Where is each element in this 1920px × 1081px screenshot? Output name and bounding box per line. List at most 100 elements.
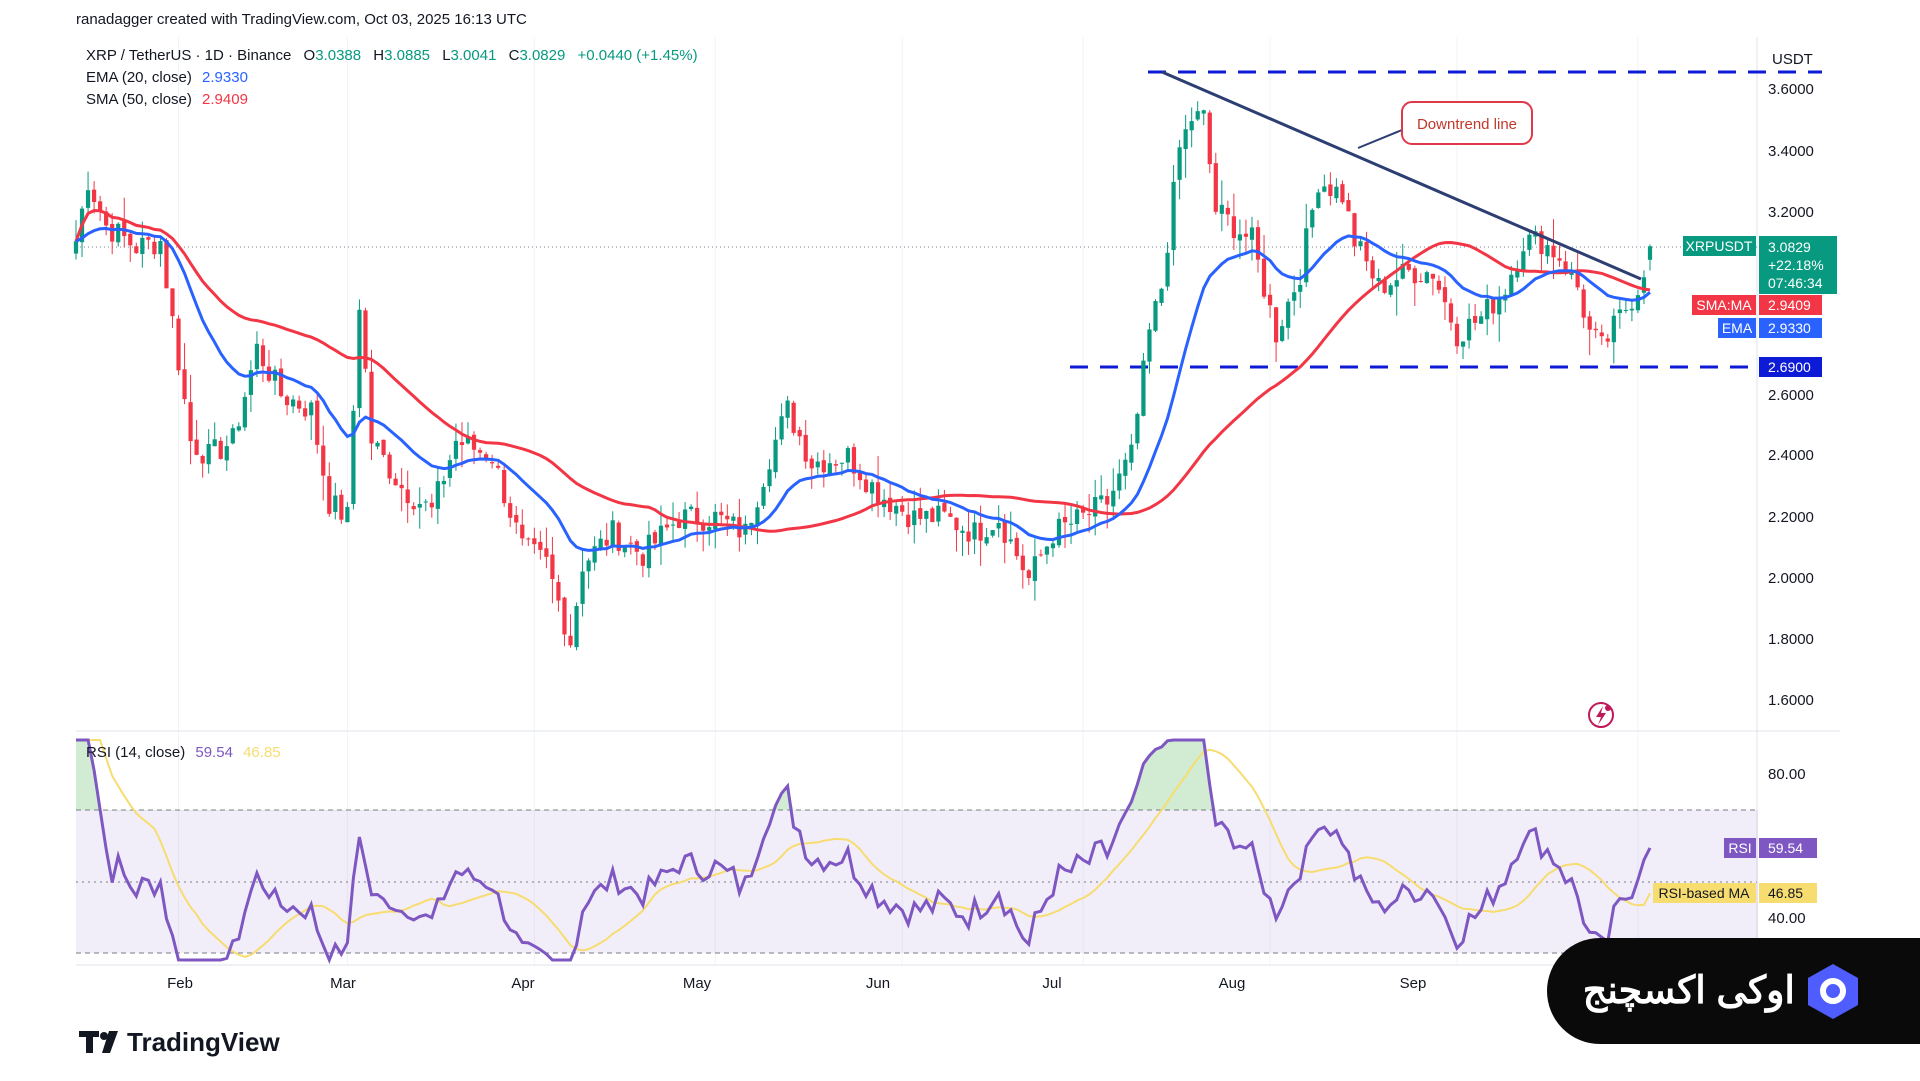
candle-body <box>954 517 959 531</box>
rsi-badge-bg <box>1759 838 1817 858</box>
candle-body <box>254 343 260 370</box>
candle-body <box>1400 263 1405 279</box>
candle-body <box>152 241 157 255</box>
month-label: Apr <box>511 975 534 992</box>
candle-body <box>1111 490 1116 507</box>
candle-body <box>399 484 404 489</box>
candle-body <box>912 510 917 526</box>
candle-body <box>803 434 808 462</box>
legend-open: 3.0388 <box>315 47 361 64</box>
alert-icon[interactable] <box>1588 702 1614 728</box>
svg-text:XRP / TetherUS · 1D · Binance: XRP / TetherUS · 1D · Binance O3.0388 H3… <box>86 47 698 64</box>
candle-body <box>1466 318 1472 341</box>
candle-body <box>1328 184 1333 196</box>
sma-badge: SMA:MA 2.9409 <box>1692 295 1822 315</box>
candle-body <box>1292 292 1297 301</box>
candle-body <box>1159 288 1164 303</box>
candle-body <box>224 446 229 461</box>
time-axis: Feb Mar Apr May Jun Jul Aug Sep <box>167 975 1426 992</box>
candle-body <box>260 345 266 367</box>
badge-price-name: XRPUSDT <box>1686 238 1753 254</box>
candle-body <box>556 582 561 601</box>
candle-body <box>695 507 700 525</box>
svg-text:SMA (50, close) 2.9409: SMA (50, close) 2.9409 <box>86 91 248 108</box>
candle-body <box>1358 241 1363 247</box>
candle-body <box>381 439 386 455</box>
candle-body <box>1219 204 1224 214</box>
candle-body <box>170 288 175 317</box>
rsi-ma-badge-name: RSI-based MA <box>1658 885 1750 901</box>
candle-body <box>1129 444 1134 463</box>
candle-body <box>1099 495 1104 500</box>
candle-body <box>598 538 603 550</box>
candle-body <box>278 368 284 397</box>
candle-body <box>857 470 863 481</box>
candle-body <box>574 606 579 648</box>
candle-body <box>1032 556 1037 581</box>
candle-body <box>1376 277 1381 282</box>
candle-body <box>321 445 326 476</box>
candle-body <box>1286 301 1291 328</box>
candle-body <box>1412 268 1417 284</box>
candle-body <box>797 430 802 437</box>
annotation-box <box>1401 101 1533 145</box>
legend-close: 3.0829 <box>519 47 565 64</box>
candle-body <box>1539 231 1544 255</box>
candle-body <box>290 399 296 407</box>
price-ticks: 3.6000 3.4000 3.2000 2.6000 2.4000 2.200… <box>1768 81 1814 709</box>
candle-body <box>869 482 875 494</box>
candle-body <box>1147 329 1152 362</box>
candle-body <box>1261 258 1267 297</box>
candle-body <box>1081 507 1086 513</box>
brand-logo-icon <box>1808 964 1858 1019</box>
candle-body <box>242 396 247 428</box>
candle-body <box>646 534 652 569</box>
candle-body <box>303 408 308 417</box>
month-label: Mar <box>330 975 356 992</box>
candle-body <box>1249 227 1255 240</box>
candle-body <box>1442 287 1448 303</box>
candle-body <box>586 560 591 572</box>
month-label: Sep <box>1400 975 1427 992</box>
downtrend-line <box>1161 70 1642 281</box>
candle-body <box>701 522 706 531</box>
rsi-pane: RSI (14, close) 59.54 46.85 80.00 40.00 … <box>76 738 1817 965</box>
brand-text: اوکی اکسچنج <box>1583 970 1795 1013</box>
candle-body <box>411 506 416 510</box>
rsi-tick: 80.00 <box>1768 766 1806 783</box>
candle-body <box>182 369 187 400</box>
candle-body <box>1298 284 1303 292</box>
candle-body <box>1165 252 1170 287</box>
price-pane <box>76 37 1758 731</box>
price-tick: 3.2000 <box>1768 204 1814 221</box>
month-label: Aug <box>1219 975 1246 992</box>
rsi-ma-badge-name-bg <box>1653 883 1756 903</box>
candle-body <box>1563 261 1568 275</box>
candle-body <box>930 508 935 523</box>
legend-c-label: C <box>509 47 520 64</box>
tv-logo-icon <box>79 1031 99 1053</box>
candle-body <box>284 396 290 406</box>
candle-body <box>1304 228 1309 283</box>
candle-body <box>1509 274 1514 295</box>
candle-body <box>206 443 211 465</box>
candle-body <box>833 464 838 466</box>
legend-o-label: O <box>304 47 316 64</box>
candle-body <box>333 495 338 513</box>
month-label: Feb <box>167 975 193 992</box>
candle-body <box>713 511 718 530</box>
candle-body <box>1189 121 1194 131</box>
candle-body <box>1623 310 1628 312</box>
candle-body <box>327 476 332 514</box>
candle-body <box>1406 264 1411 270</box>
candle-body <box>616 522 621 551</box>
candle-body <box>188 402 193 442</box>
legend-change: +0.0440 (+1.45%) <box>578 47 698 64</box>
candle-body <box>387 454 392 479</box>
candle-body <box>375 442 380 447</box>
price-tick: 1.8000 <box>1768 631 1814 648</box>
legend-ema-label: EMA (20, close) <box>86 69 192 86</box>
price-badge: XRPUSDT 3.0829 +22.18% 07:46:34 <box>1683 236 1837 294</box>
candle-body <box>1647 246 1653 260</box>
candle-body <box>363 310 368 369</box>
